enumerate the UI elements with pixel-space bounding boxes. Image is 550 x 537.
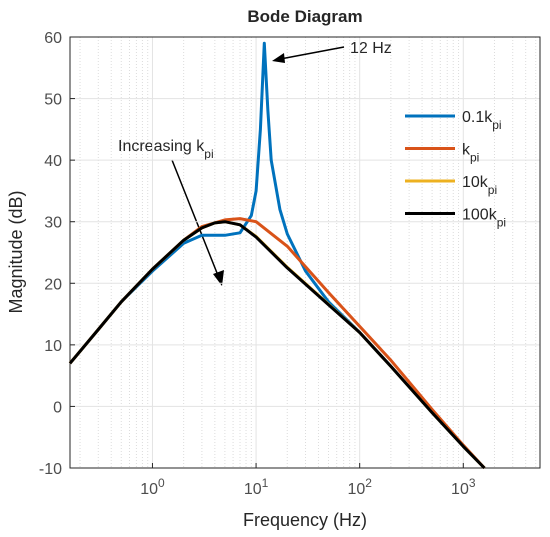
y-tick-label: -10 — [39, 461, 62, 478]
legend-label: kpi — [462, 142, 479, 165]
y-tick-label: 30 — [44, 215, 62, 232]
annotation-arrow — [274, 46, 345, 61]
y-tick-label: 20 — [44, 276, 62, 293]
legend-label: 10kpi — [462, 174, 497, 197]
x-axis-label: Frequency (Hz) — [243, 510, 367, 530]
series-line — [68, 220, 486, 470]
chart-title: Bode Diagram — [247, 7, 362, 26]
annotation-arrow — [171, 159, 220, 279]
annotation: Increasing kpi — [118, 138, 214, 161]
y-axis-label: Magnitude (dB) — [6, 190, 26, 313]
arrow-head — [272, 53, 285, 63]
x-tick-label: 100 — [140, 476, 165, 498]
x-tick-label: 101 — [244, 476, 269, 498]
legend-label: 100kpi — [462, 207, 506, 230]
annotation: 12 Hz — [350, 40, 392, 57]
legend-label: 0.1kpi — [462, 109, 502, 132]
plot-frame — [69, 36, 541, 469]
y-tick-label: 50 — [44, 92, 62, 109]
x-tick-label: 102 — [347, 476, 372, 498]
y-tick-label: 40 — [44, 153, 62, 170]
x-tick-label: 103 — [451, 476, 476, 498]
y-tick-label: 0 — [53, 399, 62, 416]
y-tick-label: 10 — [44, 338, 62, 355]
y-tick-label: 60 — [44, 30, 62, 47]
arrow-head — [213, 270, 224, 286]
